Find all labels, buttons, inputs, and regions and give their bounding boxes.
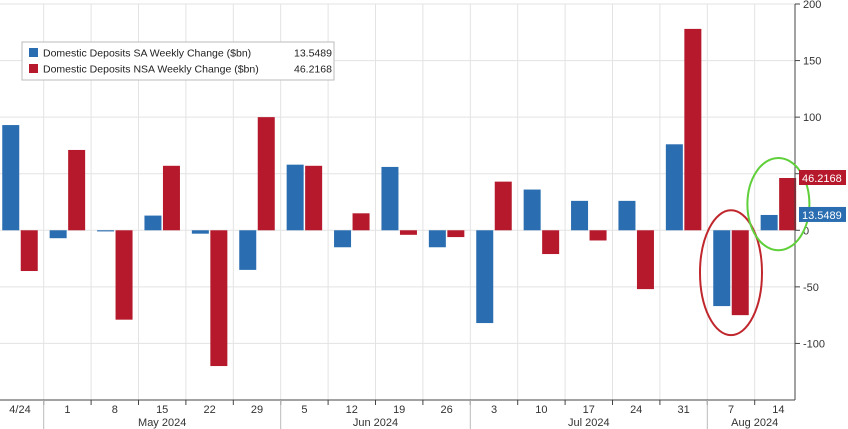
x-tick-label-3: 15 bbox=[156, 404, 168, 416]
bar-sa-16 bbox=[760, 214, 778, 231]
x-tick-labels: 4/24 1 8 15 22 29 5 12 19 26 3 10 17 24 31 7 14 bbox=[9, 404, 784, 416]
x-tick-label-1: 1 bbox=[64, 404, 70, 416]
bar-sa-14 bbox=[665, 144, 683, 231]
y-tick-label-6: 200 bbox=[803, 0, 821, 11]
bar-sa-1 bbox=[49, 230, 67, 239]
legend-value-nsa: 46.2168 bbox=[294, 64, 332, 76]
x-tick-label-14: 31 bbox=[677, 404, 689, 416]
bar-sa-6 bbox=[286, 164, 304, 231]
month-label-0: May 2024 bbox=[138, 417, 186, 429]
bar-nsa-14 bbox=[684, 28, 702, 231]
last-value-tag-bg-1 bbox=[799, 206, 846, 222]
legend-value-sa: 13.5489 bbox=[294, 48, 332, 60]
bar-nsa-0 bbox=[20, 230, 38, 272]
bar-sa-3 bbox=[144, 215, 162, 231]
y-tick-label-5: 150 bbox=[803, 56, 821, 68]
x-tick-label-0: 4/24 bbox=[9, 404, 30, 416]
annotation-rings bbox=[699, 156, 811, 337]
bar-nsa-4 bbox=[210, 230, 228, 367]
bar-sa-8 bbox=[381, 166, 399, 231]
y-tick-label-1: -50 bbox=[803, 282, 819, 294]
legend-label-nsa: Domestic Deposits NSA Weekly Change ($bn… bbox=[43, 64, 259, 76]
bar-sa-15 bbox=[713, 230, 731, 307]
bar-sa-11 bbox=[523, 189, 541, 231]
x-tick-label-5: 29 bbox=[251, 404, 263, 416]
y-tick-label-0: -100 bbox=[803, 338, 825, 350]
last-value-tag-1: 13.5489 bbox=[802, 210, 842, 222]
x-tick-label-12: 17 bbox=[583, 404, 595, 416]
annotation-ring-0 bbox=[699, 209, 763, 337]
x-tick-label-2: 8 bbox=[112, 404, 118, 416]
bar-nsa-9 bbox=[447, 230, 465, 238]
bar-nsa-15 bbox=[731, 230, 749, 316]
bar-nsa-3 bbox=[162, 165, 180, 231]
x-tick-label-7: 12 bbox=[346, 404, 358, 416]
x-tick-label-16: 14 bbox=[772, 404, 784, 416]
bar-nsa-7 bbox=[352, 213, 370, 231]
annotation-ring-1 bbox=[746, 156, 811, 252]
bar-sa-4 bbox=[191, 230, 209, 234]
x-tick-label-15: 7 bbox=[728, 404, 734, 416]
bar-nsa-8 bbox=[399, 230, 417, 235]
x-tick-label-8: 19 bbox=[393, 404, 405, 416]
x-tick-label-11: 10 bbox=[535, 404, 547, 416]
legend-label-sa: Domestic Deposits SA Weekly Change ($bn) bbox=[43, 48, 251, 60]
legend: Domestic Deposits SA Weekly Change ($bn)… bbox=[21, 41, 335, 81]
bar-nsa-6 bbox=[305, 165, 323, 231]
bar-nsa-2 bbox=[115, 230, 133, 320]
month-labels: May 2024 Jun 2024 Jul 2024 Aug 2024 bbox=[43, 400, 778, 429]
legend-swatch-sa bbox=[29, 48, 38, 57]
month-label-1: Jun 2024 bbox=[353, 417, 398, 429]
month-label-3: Aug 2024 bbox=[731, 417, 778, 429]
x-tick-label-13: 24 bbox=[630, 404, 642, 416]
x-tick-label-4: 22 bbox=[203, 404, 215, 416]
bar-nsa-12 bbox=[589, 230, 607, 241]
bar-nsa-1 bbox=[68, 149, 86, 231]
bar-sa-2 bbox=[97, 230, 115, 232]
last-value-tag-0: 46.2168 bbox=[802, 173, 842, 185]
y-tick-label-2: 0 bbox=[803, 225, 809, 237]
last-value-tag-bg-0 bbox=[799, 169, 846, 185]
x-tick-label-9: 26 bbox=[440, 404, 452, 416]
legend-swatch-nsa bbox=[29, 64, 38, 73]
bar-nsa-11 bbox=[542, 230, 560, 255]
last-value-tags: 46.2168 13.5489 bbox=[799, 169, 846, 222]
bar-nsa-10 bbox=[494, 181, 512, 231]
bar-nsa-16 bbox=[779, 177, 797, 231]
x-tick-label-6: 5 bbox=[301, 404, 307, 416]
x-tick-label-10: 3 bbox=[491, 404, 497, 416]
bar-nsa-5 bbox=[257, 117, 275, 231]
bar-sa-7 bbox=[334, 230, 352, 248]
bar-sa-12 bbox=[571, 200, 589, 231]
bar-nsa-13 bbox=[636, 230, 654, 290]
y-tick-label-4: 100 bbox=[803, 112, 821, 124]
bar-sa-0 bbox=[2, 125, 20, 231]
bar-sa-9 bbox=[428, 230, 446, 248]
legend-box bbox=[21, 41, 335, 81]
bar-sa-10 bbox=[476, 230, 494, 324]
month-label-2: Jul 2024 bbox=[568, 417, 610, 429]
bars bbox=[2, 28, 797, 367]
bar-sa-5 bbox=[239, 230, 257, 270]
bar-sa-13 bbox=[618, 200, 636, 231]
